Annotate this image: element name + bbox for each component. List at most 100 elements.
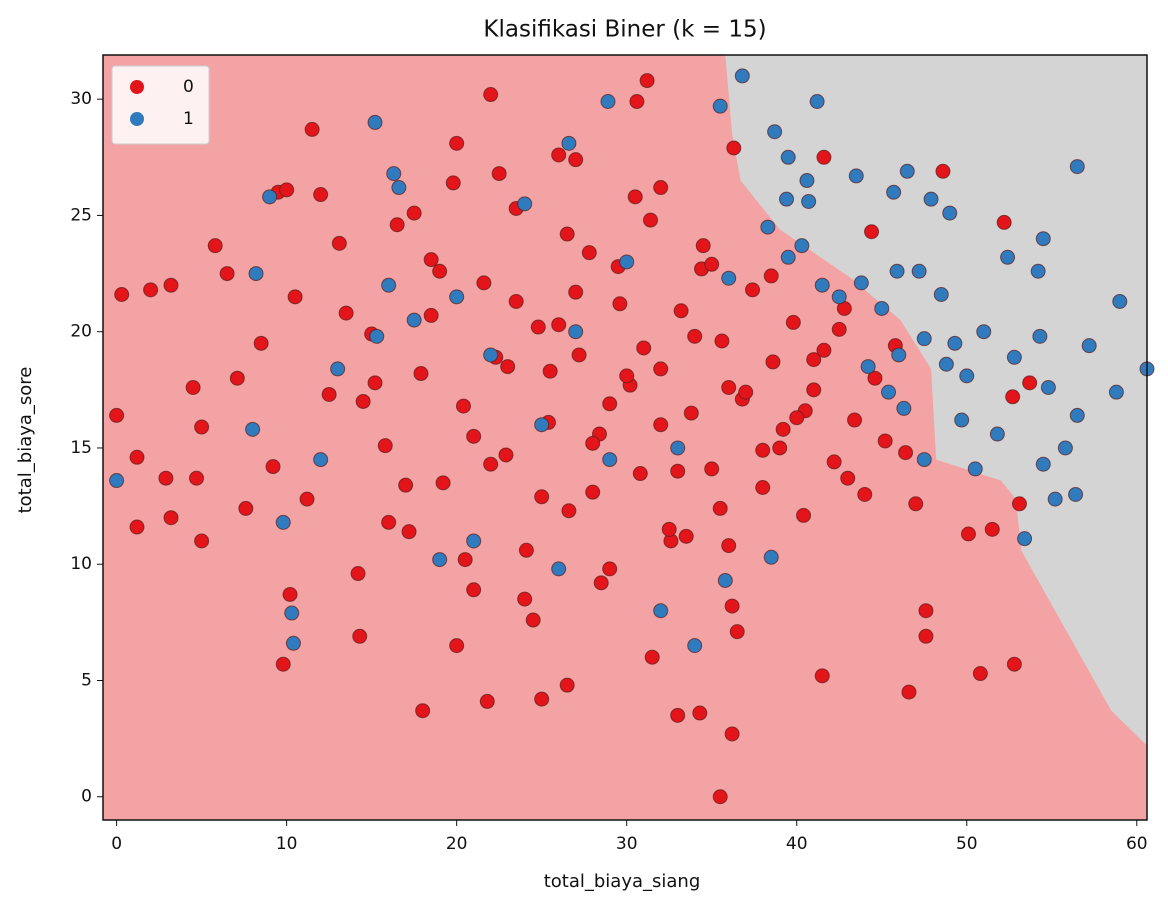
point <box>629 94 645 110</box>
point <box>585 435 601 451</box>
point <box>559 677 575 693</box>
point <box>1047 491 1063 507</box>
point <box>391 180 407 196</box>
point <box>479 693 495 709</box>
point <box>352 628 368 644</box>
x-axis-label: total_biaya_siang <box>544 871 701 892</box>
x-tick-label: 50 <box>956 834 978 854</box>
point <box>299 491 315 507</box>
point <box>714 333 730 349</box>
point <box>889 263 905 279</box>
point <box>712 500 728 516</box>
decision-region <box>725 55 1147 746</box>
point <box>704 256 720 272</box>
point <box>219 266 235 282</box>
point <box>435 475 451 491</box>
point <box>643 212 659 228</box>
point <box>207 238 223 254</box>
point <box>542 363 558 379</box>
point <box>109 473 125 489</box>
point <box>602 396 618 412</box>
legend-box <box>111 65 210 145</box>
x-tick-label: 20 <box>446 834 468 854</box>
point <box>775 421 791 437</box>
point <box>253 335 269 351</box>
point <box>947 335 963 351</box>
point <box>413 366 429 382</box>
point <box>109 407 125 423</box>
point <box>282 586 298 602</box>
point <box>284 605 300 621</box>
point <box>194 419 210 435</box>
point <box>561 135 577 151</box>
point <box>653 417 669 433</box>
point <box>721 538 737 554</box>
point <box>423 252 439 268</box>
point <box>867 370 883 386</box>
point <box>1057 440 1073 456</box>
point <box>840 470 856 486</box>
point <box>466 533 482 549</box>
point <box>304 121 320 137</box>
point <box>449 289 465 305</box>
point <box>498 447 514 463</box>
point <box>466 582 482 598</box>
y-tick-label: 0 <box>81 787 92 807</box>
y-axis-label: total_biaya_sore <box>15 367 36 514</box>
point <box>568 152 584 168</box>
legend-label: 1 <box>183 109 194 129</box>
point <box>1017 531 1033 547</box>
point <box>976 324 992 340</box>
point <box>874 300 890 316</box>
point <box>857 486 873 502</box>
point <box>143 282 159 298</box>
point <box>262 189 278 205</box>
point <box>406 312 422 328</box>
point <box>619 368 635 384</box>
point <box>911 263 927 279</box>
point <box>423 307 439 323</box>
point <box>355 393 371 409</box>
point <box>763 549 779 565</box>
point <box>653 180 669 196</box>
point <box>367 114 383 130</box>
point <box>338 305 354 321</box>
point <box>483 456 499 472</box>
point <box>760 219 776 235</box>
point <box>401 524 417 540</box>
point <box>491 166 507 182</box>
point <box>129 519 145 535</box>
point <box>585 484 601 500</box>
point <box>704 461 720 477</box>
point <box>717 573 733 589</box>
point <box>163 277 179 293</box>
point <box>321 386 337 402</box>
point <box>593 575 609 591</box>
point <box>734 68 750 84</box>
y-tick-label: 20 <box>70 322 92 342</box>
point <box>381 514 397 530</box>
point <box>1006 349 1022 365</box>
point <box>721 380 737 396</box>
point <box>350 566 366 582</box>
point <box>796 507 812 523</box>
point <box>525 612 541 628</box>
point <box>881 384 897 400</box>
point <box>772 440 788 456</box>
point <box>114 286 130 302</box>
point <box>687 638 703 654</box>
point <box>683 405 699 421</box>
point <box>500 359 516 375</box>
y-tick-label: 25 <box>70 205 92 225</box>
point <box>938 356 954 372</box>
point <box>989 426 1005 442</box>
point <box>831 321 847 337</box>
point <box>816 342 832 358</box>
point <box>285 635 301 651</box>
point <box>129 449 145 465</box>
point <box>551 561 567 577</box>
point <box>369 328 385 344</box>
point <box>602 452 618 468</box>
point <box>780 249 796 265</box>
point <box>406 205 422 221</box>
